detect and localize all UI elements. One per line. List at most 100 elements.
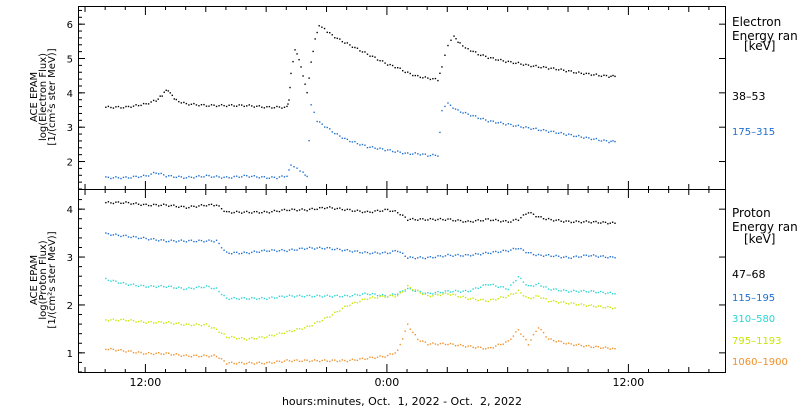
proton-point [185, 323, 188, 325]
electron-point [585, 72, 588, 75]
proton-point [283, 208, 286, 211]
electron-data-points [105, 25, 616, 180]
electron-point [351, 141, 354, 143]
electron-point [439, 72, 441, 75]
proton-point [384, 208, 386, 211]
electron-point [246, 175, 248, 177]
electron-point [318, 25, 320, 27]
proton-point [359, 358, 361, 360]
proton-point [505, 288, 507, 290]
electron-point [502, 123, 505, 125]
electron-point [580, 72, 583, 75]
proton-point [454, 344, 457, 347]
proton-point [457, 253, 459, 256]
proton-point [271, 296, 273, 298]
electron-point [198, 105, 200, 107]
proton-point [374, 357, 376, 360]
proton-point [243, 211, 245, 213]
electron-point [482, 54, 484, 56]
proton-point [467, 298, 469, 301]
proton-point [462, 290, 464, 292]
proton-point [346, 208, 349, 211]
proton-point [555, 254, 557, 257]
proton-point [568, 342, 570, 344]
proton-point [140, 284, 142, 287]
proton-point [510, 284, 512, 286]
proton-point [592, 220, 595, 223]
proton-point [261, 250, 263, 252]
proton-point [311, 207, 313, 210]
proton-point [452, 290, 454, 293]
proton-point [230, 253, 233, 255]
proton-point [555, 341, 557, 343]
proton-point [550, 218, 552, 221]
proton-point [515, 248, 517, 250]
proton-point [607, 347, 609, 349]
proton-point [122, 202, 125, 204]
proton-point [607, 292, 609, 294]
electron-point [251, 105, 253, 107]
proton-point [537, 327, 540, 329]
proton-point [477, 346, 479, 348]
proton-point [595, 292, 597, 294]
proton-point [354, 250, 356, 252]
proton-point [238, 298, 240, 301]
proton-point [135, 202, 137, 204]
electron-point [157, 98, 159, 100]
electron-point [608, 141, 610, 144]
proton-point [298, 360, 301, 362]
proton-point [210, 240, 213, 242]
electron-point [437, 79, 439, 82]
proton-point [495, 299, 497, 301]
proton-point [152, 285, 155, 287]
proton-point [271, 362, 273, 364]
proton-point [557, 219, 560, 221]
proton-point [535, 216, 537, 218]
proton-point [256, 251, 258, 253]
electron-point [459, 111, 462, 113]
proton-point [545, 336, 547, 338]
proton-point [233, 336, 235, 338]
proton-point [369, 297, 371, 299]
proton-point [592, 254, 595, 256]
electron-point [522, 127, 525, 129]
proton-point [246, 339, 248, 341]
electron-point [487, 57, 489, 60]
proton-point [412, 217, 414, 220]
proton-point [230, 361, 233, 363]
proton-point [308, 208, 311, 210]
proton-point [399, 251, 401, 253]
proton-point [602, 255, 604, 257]
electron-point [500, 58, 502, 61]
electron-point [492, 120, 494, 122]
electron-point [228, 104, 230, 106]
proton-point [168, 205, 170, 207]
proton-point [163, 322, 165, 324]
electron-point [235, 105, 238, 107]
proton-point [447, 253, 449, 256]
proton-point [389, 353, 391, 355]
electron-point [321, 26, 323, 28]
proton-point [248, 337, 250, 340]
electron-point [612, 140, 614, 142]
proton-point [507, 288, 510, 291]
proton-point [223, 333, 225, 335]
proton-point [228, 298, 230, 301]
proton-point [487, 300, 489, 303]
proton-point [409, 256, 411, 258]
electron-point [432, 78, 434, 80]
proton-point [160, 239, 162, 241]
electron-point [290, 164, 292, 166]
electron-point [193, 177, 195, 179]
proton-point [452, 343, 454, 345]
proton-point [449, 294, 452, 296]
proton-point [477, 219, 479, 221]
electron-point [183, 177, 185, 180]
proton-point [366, 293, 369, 295]
proton-point [402, 291, 404, 293]
proton-ylabel-line-1: ACE EPAM [29, 255, 40, 305]
proton-point [604, 346, 607, 348]
proton-point [419, 290, 422, 293]
electron-point [171, 94, 173, 97]
proton-point [178, 240, 180, 242]
